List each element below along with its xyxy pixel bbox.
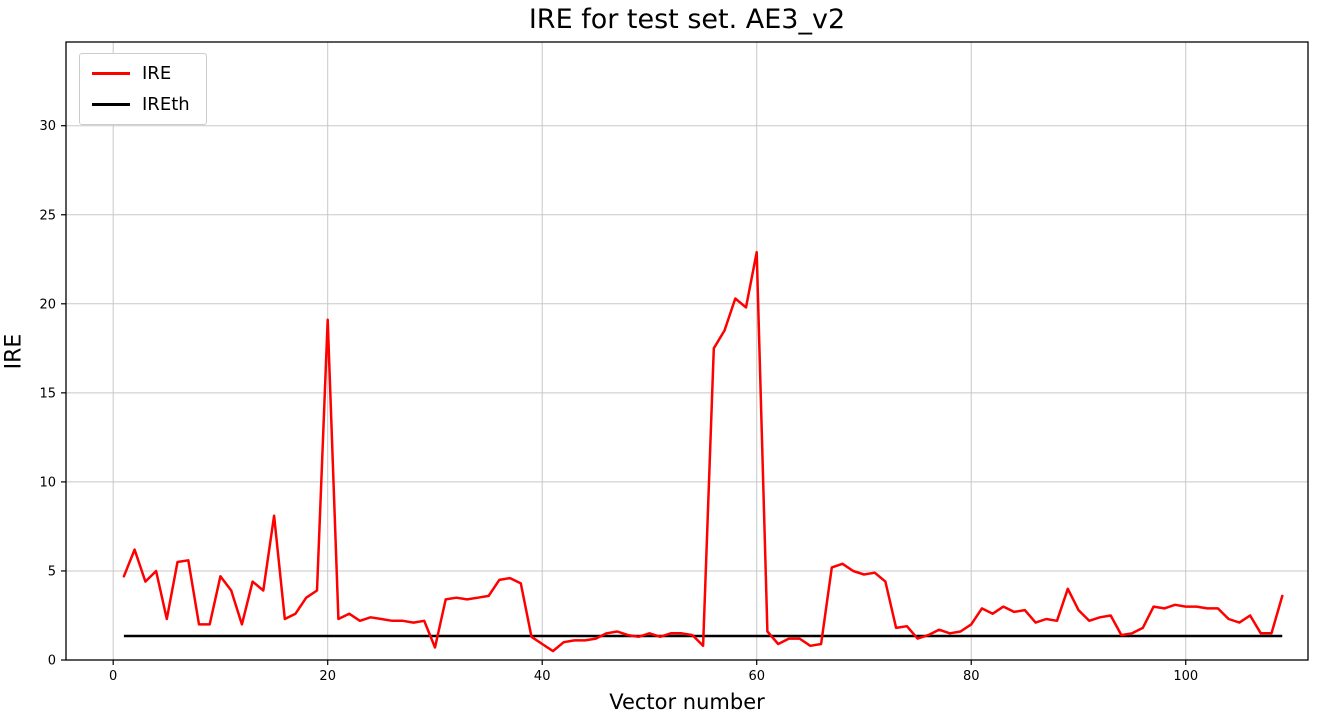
chart-title: IRE for test set. AE3_v2 [528,4,846,35]
y-tick-label: 10 [39,475,56,490]
axis-ticks: 0 20 40 60 80 100 0 5 10 15 20 25 30 [39,119,1198,684]
grid-lines [66,42,1308,661]
y-tick-label: 25 [39,208,56,223]
y-tick-label: 30 [39,119,56,134]
legend-entry-ireth: IREth [92,94,190,115]
legend-label-ire: IRE [142,63,172,84]
legend: IRE IREth [79,53,207,125]
y-tick-label: 20 [39,297,56,312]
x-tick-label: 20 [319,669,336,684]
x-tick-label: 80 [963,669,980,684]
x-tick-label: 100 [1173,669,1198,684]
y-tick-label: 15 [39,386,56,401]
legend-label-ireth: IREth [142,94,190,115]
legend-line-ireth [92,103,130,106]
legend-line-ire [92,72,130,75]
plot-border [65,41,1309,661]
legend-entry-ire: IRE [92,63,190,84]
y-tick-label: 5 [48,564,56,579]
x-tick-label: 0 [109,669,117,684]
series-line-ire [122,250,1284,653]
data-series [122,250,1284,653]
x-axis-label: Vector number [609,690,765,714]
x-tick-label: 60 [748,669,765,684]
y-tick-label: 0 [48,654,56,669]
x-tick-label: 40 [534,669,551,684]
y-axis-label: IRE [1,333,27,370]
